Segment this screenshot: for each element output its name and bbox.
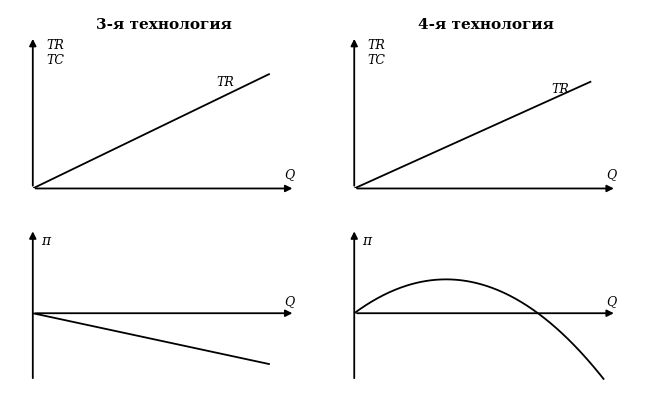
Text: Q: Q — [285, 295, 295, 308]
Text: Q: Q — [606, 168, 617, 181]
Text: TR: TR — [46, 39, 64, 52]
Text: TR: TR — [551, 83, 569, 95]
Text: π: π — [362, 234, 371, 248]
Text: TR: TR — [367, 39, 385, 52]
Text: Q: Q — [285, 168, 295, 181]
Text: TR: TR — [216, 77, 234, 89]
Text: π: π — [41, 234, 50, 248]
Text: Q: Q — [606, 295, 617, 308]
Title: 3-я технология: 3-я технология — [96, 18, 232, 32]
Text: TC: TC — [46, 55, 64, 67]
Title: 4-я технология: 4-я технология — [417, 18, 554, 32]
Text: TC: TC — [367, 55, 385, 67]
